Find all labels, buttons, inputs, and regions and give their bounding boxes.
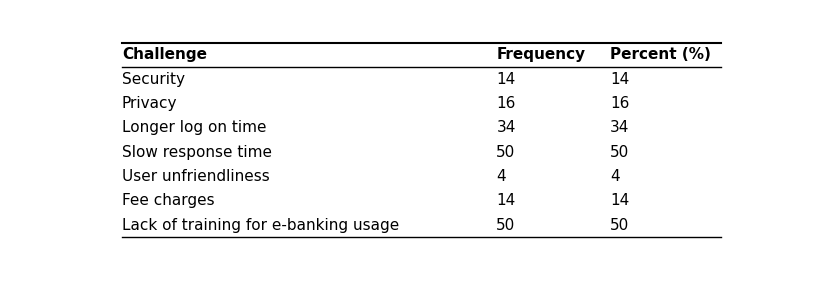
Text: 34: 34 — [496, 120, 515, 135]
Text: 14: 14 — [496, 193, 515, 208]
Text: Longer log on time: Longer log on time — [122, 120, 266, 135]
Text: 50: 50 — [496, 144, 515, 160]
Text: 16: 16 — [610, 96, 630, 111]
Text: Percent (%): Percent (%) — [610, 47, 711, 62]
Text: 14: 14 — [496, 72, 515, 87]
Text: 4: 4 — [610, 169, 620, 184]
Text: Slow response time: Slow response time — [122, 144, 272, 160]
Text: Frequency: Frequency — [496, 47, 585, 62]
Text: 50: 50 — [496, 217, 515, 232]
Text: Challenge: Challenge — [122, 47, 207, 62]
Text: 34: 34 — [610, 120, 630, 135]
Text: 16: 16 — [496, 96, 515, 111]
Text: User unfriendliness: User unfriendliness — [122, 169, 270, 184]
Text: Lack of training for e-banking usage: Lack of training for e-banking usage — [122, 217, 399, 232]
Text: 14: 14 — [610, 193, 630, 208]
Text: 50: 50 — [610, 144, 630, 160]
Text: 14: 14 — [610, 72, 630, 87]
Text: Privacy: Privacy — [122, 96, 178, 111]
Text: Security: Security — [122, 72, 185, 87]
Text: 50: 50 — [610, 217, 630, 232]
Text: Fee charges: Fee charges — [122, 193, 215, 208]
Text: 4: 4 — [496, 169, 506, 184]
